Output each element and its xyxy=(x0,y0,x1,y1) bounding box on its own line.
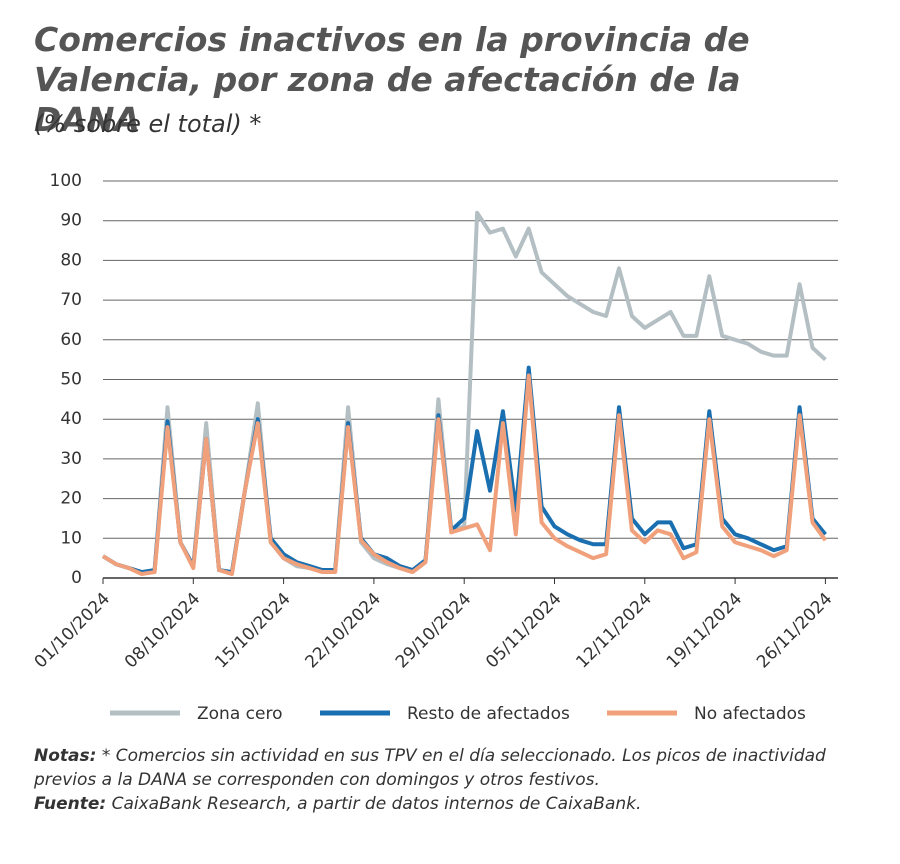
source: Fuente: CaixaBank Research, a partir de … xyxy=(34,792,864,816)
y-tick-label: 60 xyxy=(60,330,82,350)
chart-subtitle: (% sobre el total) * xyxy=(34,110,262,138)
note-text: * Comercios sin actividad en sus TPV en … xyxy=(34,746,826,790)
y-tick-label: 90 xyxy=(60,211,82,231)
y-tick-label: 80 xyxy=(60,250,82,270)
y-tick-label: 30 xyxy=(60,449,82,469)
source-label: Fuente: xyxy=(34,794,107,814)
series-line xyxy=(101,373,828,577)
y-tick-label: 20 xyxy=(60,489,82,509)
note-label: Notas: xyxy=(34,746,97,766)
y-tick-label: 10 xyxy=(60,528,82,548)
x-tick-label: 19/11/2024 xyxy=(663,589,746,672)
legend-label: Zona cero xyxy=(197,704,282,724)
x-tick-label: 08/10/2024 xyxy=(121,589,204,672)
source-text: CaixaBank Research, a partir de datos in… xyxy=(111,794,642,814)
note: Notas: * Comercios sin actividad en sus … xyxy=(34,744,864,792)
legend-label: No afectados xyxy=(694,704,806,724)
y-tick-label: 70 xyxy=(60,290,82,310)
x-tick-label: 26/11/2024 xyxy=(753,589,836,672)
x-tick-label: 01/10/2024 xyxy=(31,589,114,672)
y-tick-label: 100 xyxy=(50,171,82,191)
x-tick-label: 15/10/2024 xyxy=(211,589,294,672)
x-tick-label: 12/11/2024 xyxy=(572,589,655,672)
y-tick-label: 40 xyxy=(60,409,82,429)
y-tick-label: 0 xyxy=(71,568,82,588)
y-tick-label: 50 xyxy=(60,370,82,390)
x-tick-label: 29/10/2024 xyxy=(392,589,475,672)
x-tick-label: 22/10/2024 xyxy=(302,589,385,672)
x-tick-label: 05/11/2024 xyxy=(482,589,565,672)
chart-title: Comercios inactivos en la provincia de V… xyxy=(34,20,750,139)
legend-label: Resto de afectados xyxy=(407,704,570,724)
notes: Notas: * Comercios sin actividad en sus … xyxy=(34,744,864,816)
